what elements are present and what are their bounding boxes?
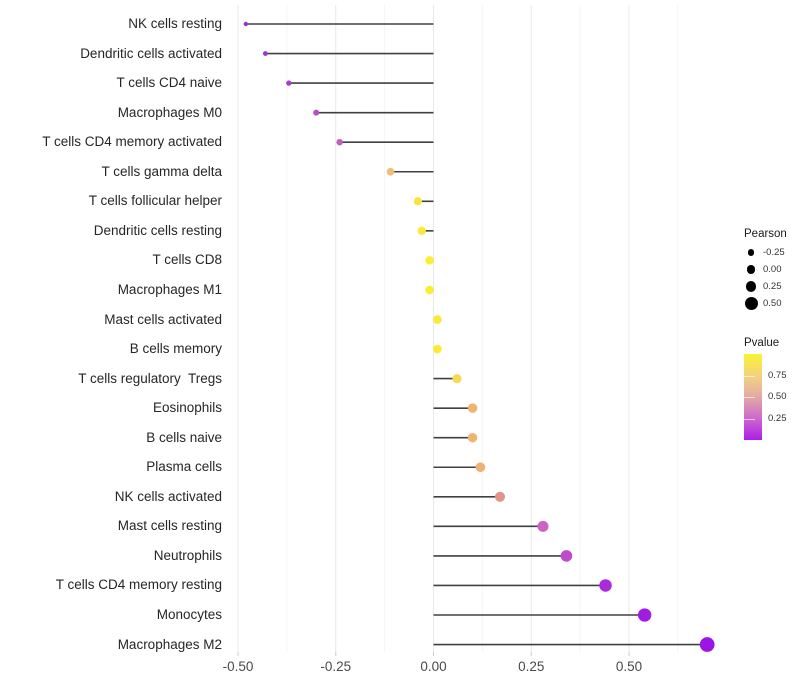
category-label: NK cells resting — [128, 16, 222, 31]
data-point — [467, 432, 478, 443]
category-label: T cells regulatory Tregs — [78, 370, 222, 386]
category-label: Dendritic cells resting — [93, 222, 222, 238]
category-label: Mast cells resting — [117, 518, 222, 534]
category-label: T cells gamma delta — [101, 163, 222, 179]
data-point — [494, 491, 506, 502]
data-point — [433, 315, 442, 324]
size-legend-label: 0.25 — [763, 281, 782, 292]
category-label: T cells CD8 — [152, 252, 222, 268]
data-point — [537, 520, 549, 532]
data-point — [433, 344, 442, 354]
size-legend-entries: -0.25 0.00 0.25 0.50 — [744, 244, 787, 312]
category-label: Eosinophils — [152, 400, 222, 416]
size-legend-label: 0.00 — [763, 264, 782, 275]
colorbar-tick-label: 0.50 — [768, 391, 787, 402]
x-tick-label: 0.50 — [615, 659, 643, 674]
size-legend-dot — [745, 281, 757, 292]
size-legend-dot — [744, 297, 758, 310]
size-legend-dot-cell — [744, 263, 758, 277]
category-label: Plasma cells — [146, 459, 222, 475]
colorbar-tick-label: 0.75 — [768, 369, 787, 381]
colorbar-tick — [744, 418, 755, 420]
category-label: NK cells activated — [114, 488, 222, 504]
size-legend-entry: -0.25 — [744, 244, 787, 261]
data-point — [425, 285, 434, 295]
category-label: Macrophages M1 — [117, 281, 222, 297]
data-point — [467, 403, 478, 413]
category-label: Macrophages M0 — [117, 104, 222, 120]
data-point — [286, 80, 292, 86]
size-legend-dot-cell — [744, 280, 758, 294]
colorbar-tick — [744, 397, 755, 398]
data-point — [386, 167, 395, 176]
size-legend-entry: 0.00 — [744, 261, 787, 278]
x-tick-label: -0.25 — [320, 659, 352, 674]
data-point — [336, 138, 343, 146]
size-legend-dot — [746, 265, 756, 274]
data-point — [637, 608, 652, 622]
x-tick-label: 0.25 — [518, 659, 545, 674]
x-tick-label: 0.00 — [420, 659, 447, 674]
colorbar-tick-label: 0.25 — [768, 412, 787, 424]
category-label: T cells CD4 memory activated — [42, 134, 222, 150]
category-label: Mast cells activated — [104, 311, 222, 327]
category-label: Dendritic cells activated — [80, 45, 222, 61]
size-legend-dot-cell — [744, 297, 758, 311]
data-point — [699, 637, 715, 652]
data-point — [313, 109, 320, 116]
size-legend-dot-cell — [744, 246, 758, 260]
category-label: T cells follicular helper — [88, 193, 222, 209]
size-legend-title: Pearson — [744, 228, 787, 240]
data-point — [413, 197, 422, 206]
color-legend: Pvalue 0.75 0.50 0.25 — [744, 337, 800, 442]
data-point — [452, 374, 462, 384]
size-legend: Pearson -0.25 0.00 0.25 0.50 — [744, 228, 787, 312]
colorbar-wrap: 0.75 0.50 0.25 — [744, 354, 800, 442]
size-legend-label: -0.25 — [763, 247, 785, 258]
size-legend-entry: 0.50 — [744, 295, 787, 312]
category-label: T cells CD4 naive — [116, 75, 222, 91]
data-point — [475, 462, 486, 473]
category-label: B cells naive — [146, 429, 222, 445]
colorbar-tick — [744, 375, 755, 377]
data-point — [417, 226, 426, 236]
data-point — [599, 579, 612, 592]
size-legend-dot — [747, 249, 755, 256]
data-point — [262, 51, 268, 56]
x-tick-label: -0.50 — [222, 659, 254, 674]
category-label: Neutrophils — [153, 547, 222, 563]
size-legend-entry: 0.25 — [744, 278, 787, 295]
category-label: T cells CD4 memory resting — [55, 577, 222, 593]
data-point — [243, 21, 249, 27]
color-legend-title: Pvalue — [744, 337, 780, 349]
data-point — [560, 550, 573, 562]
category-label: B cells memory — [129, 341, 222, 357]
category-label: Macrophages M2 — [117, 636, 222, 652]
size-legend-label: 0.50 — [763, 298, 782, 309]
data-point — [425, 256, 434, 265]
category-label: Monocytes — [156, 607, 222, 622]
